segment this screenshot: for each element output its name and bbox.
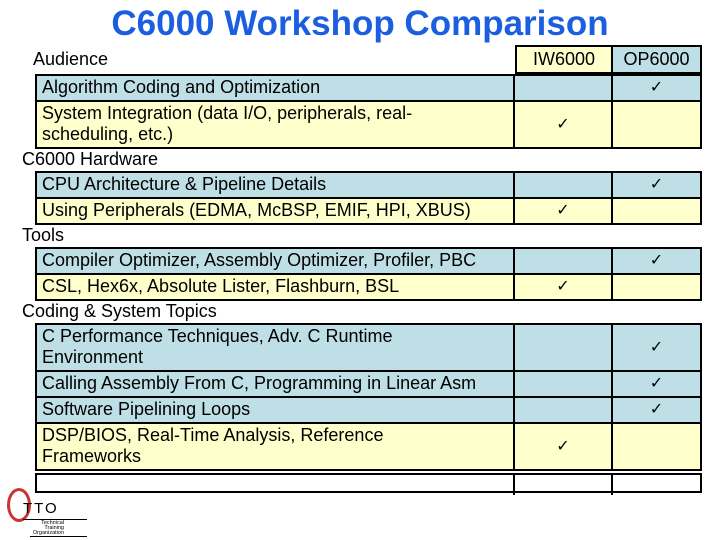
table-cell-topic: Software Pipelining Loops xyxy=(37,398,515,422)
table-cell-op6000: ✓ xyxy=(613,249,700,273)
comparison-table: Audience IW6000 OP6000 Algorithm Coding … xyxy=(0,45,720,495)
table-cell-iw6000 xyxy=(515,372,613,396)
section-header: C6000 Hardware xyxy=(22,149,720,171)
table-group: CPU Architecture & Pipeline Details ✓ Usin… xyxy=(35,171,702,225)
table-row: Compiler Optimizer, Assembly Optimizer, … xyxy=(37,249,700,273)
table-cell-iw6000 xyxy=(515,475,613,495)
table-cell-iw6000: ✓ xyxy=(515,199,613,223)
table-cell-iw6000: ✓ xyxy=(515,275,613,299)
table-cell-op6000 xyxy=(613,102,700,147)
table-cell-topic: CPU Architecture & Pipeline Details xyxy=(37,173,515,197)
table-row: C Performance Techniques, Adv. C Runtime… xyxy=(37,325,700,370)
section-header: Tools xyxy=(22,225,720,247)
table-cell-op6000 xyxy=(613,424,700,469)
table-group: Compiler Optimizer, Assembly Optimizer, … xyxy=(35,247,702,301)
table-cell-iw6000: ✓ xyxy=(515,102,613,147)
table-cell-topic: Compiler Optimizer, Assembly Optimizer, … xyxy=(37,249,515,273)
table-group: Algorithm Coding and Optimization ✓ System… xyxy=(35,74,702,149)
tto-logo-text: TTO xyxy=(23,500,59,517)
table-row: CPU Architecture & Pipeline Details ✓ xyxy=(37,173,700,197)
checkmark-icon: ✓ xyxy=(556,202,570,219)
tto-logo-rule xyxy=(23,519,87,520)
table-header-row: Audience IW6000 OP6000 xyxy=(0,45,720,74)
checkmark-icon: ✓ xyxy=(556,278,570,295)
table-cell-iw6000 xyxy=(515,249,613,273)
table-cell-op6000 xyxy=(613,475,700,495)
table-cell-op6000 xyxy=(613,199,700,223)
table-cell-iw6000 xyxy=(515,325,613,370)
table-cell-op6000: ✓ xyxy=(613,372,700,396)
checkmark-icon: ✓ xyxy=(649,375,664,392)
table-cell-op6000: ✓ xyxy=(613,325,700,370)
table-cell-topic: Algorithm Coding and Optimization xyxy=(37,76,515,100)
column-header-iw6000: IW6000 xyxy=(515,45,613,74)
table-cell-iw6000 xyxy=(515,76,613,100)
table-cell-op6000: ✓ xyxy=(613,398,700,422)
checkmark-icon: ✓ xyxy=(556,437,570,455)
table-cell-op6000: ✓ xyxy=(613,173,700,197)
column-header-op6000: OP6000 xyxy=(611,45,702,74)
tto-logo-rule-bottom xyxy=(30,536,87,537)
table-cell-topic xyxy=(37,475,515,495)
checkmark-icon: ✓ xyxy=(649,252,664,269)
table-row: Software Pipelining Loops ✓ xyxy=(37,396,700,422)
checkmark-icon: ✓ xyxy=(649,79,664,96)
table-cell-topic: Using Peripherals (EDMA, McBSP, EMIF, HP… xyxy=(37,199,515,223)
checkmark-icon: ✓ xyxy=(649,401,664,418)
section-header: Coding & System Topics xyxy=(22,301,720,323)
partial-clipped-row xyxy=(35,473,702,495)
tto-ellipse-icon xyxy=(7,488,31,522)
table-cell-topic: DSP/BIOS, Real-Time Analysis, Reference … xyxy=(37,424,515,469)
checkmark-icon: ✓ xyxy=(649,176,664,193)
column-header-audience: Audience xyxy=(33,49,109,69)
table-row: Algorithm Coding and Optimization ✓ xyxy=(37,76,700,100)
table-cell-op6000: ✓ xyxy=(613,76,700,100)
checkmark-icon: ✓ xyxy=(556,115,570,133)
table-cell-iw6000 xyxy=(515,173,613,197)
checkmark-icon: ✓ xyxy=(649,338,664,356)
table-cell-topic: Calling Assembly From C, Programming in … xyxy=(37,372,515,396)
table-cell-topic: System Integration (data I/O, peripheral… xyxy=(37,102,515,147)
tto-logo-subtext: Technical Training Organization xyxy=(32,520,64,536)
table-group: C Performance Techniques, Adv. C Runtime… xyxy=(35,323,702,471)
table-cell-iw6000 xyxy=(515,398,613,422)
page-title: C6000 Workshop Comparison xyxy=(111,4,609,43)
table-row: System Integration (data I/O, peripheral… xyxy=(37,100,700,147)
table-row: CSL, Hex6x, Absolute Lister, Flashburn, … xyxy=(37,273,700,299)
table-row: Calling Assembly From C, Programming in … xyxy=(37,370,700,396)
table-row: Using Peripherals (EDMA, McBSP, EMIF, HP… xyxy=(37,197,700,223)
table-cell-topic: C Performance Techniques, Adv. C Runtime… xyxy=(37,325,515,370)
table-cell-iw6000: ✓ xyxy=(515,424,613,469)
comparison-table-groups: Algorithm Coding and Optimization ✓ System… xyxy=(0,74,720,471)
table-cell-op6000 xyxy=(613,275,700,299)
table-row: DSP/BIOS, Real-Time Analysis, Reference … xyxy=(37,422,700,469)
table-cell-topic: CSL, Hex6x, Absolute Lister, Flashburn, … xyxy=(37,275,515,299)
